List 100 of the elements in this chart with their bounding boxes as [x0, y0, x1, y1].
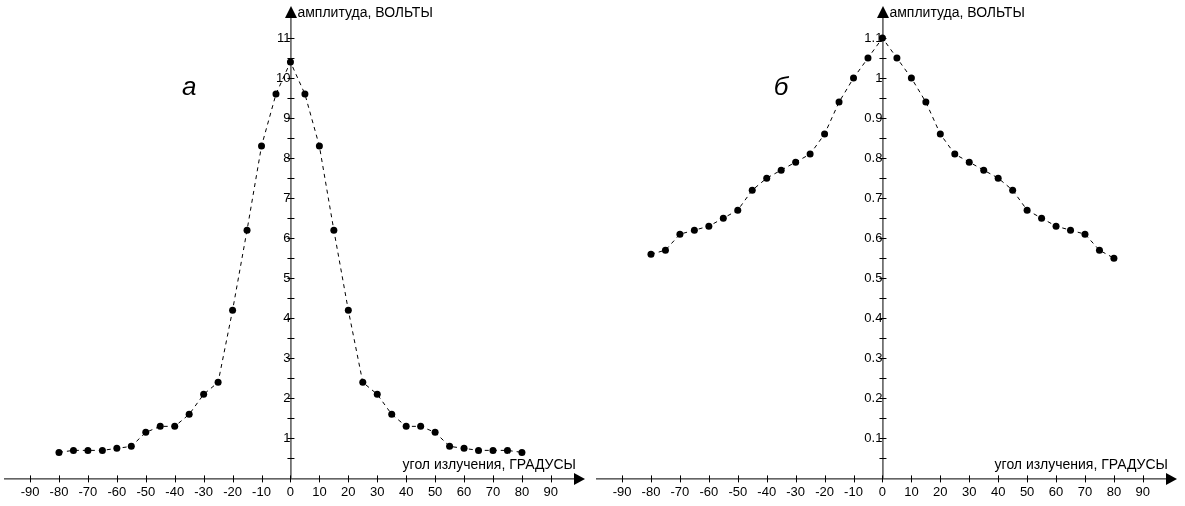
point — [258, 142, 266, 150]
point — [763, 174, 771, 182]
point — [142, 428, 150, 436]
point — [922, 98, 930, 106]
point — [748, 186, 756, 194]
point — [503, 446, 511, 454]
x-tick-label: -20 — [815, 483, 834, 499]
point — [893, 54, 901, 62]
point — [850, 74, 858, 82]
point — [980, 166, 988, 174]
point — [98, 446, 106, 454]
y-tick-label: 0.3 — [864, 349, 883, 365]
x-tick-label: 40 — [990, 483, 1006, 499]
point — [344, 306, 352, 314]
y-tick-label: 0.2 — [864, 389, 883, 405]
y-tick-label: 0.8 — [864, 149, 883, 165]
x-tick-label: -80 — [49, 483, 69, 499]
point — [792, 158, 800, 166]
y-tick-label: 0.5 — [864, 269, 883, 285]
y-tick-label: 1 — [283, 429, 291, 445]
point — [1038, 214, 1046, 222]
point — [171, 422, 179, 430]
point — [719, 214, 727, 222]
y-tick-label: 1 — [875, 69, 883, 85]
y-tick-label: 11 — [276, 29, 291, 45]
point — [806, 150, 814, 158]
point — [661, 246, 669, 254]
point — [951, 150, 959, 158]
point — [690, 226, 698, 234]
x-tick-label: -60 — [699, 483, 719, 499]
point — [127, 442, 135, 450]
point — [1095, 246, 1103, 254]
point — [518, 448, 526, 456]
y-tick-label: 5 — [283, 269, 291, 285]
point — [113, 444, 121, 452]
x-tick-label: 50 — [1019, 483, 1035, 499]
x-tick-label: 90 — [543, 483, 559, 499]
point — [431, 428, 439, 436]
x-axis-title: угол излучения, ГРАДУСЫ — [402, 456, 576, 473]
x-tick-label: -30 — [786, 483, 806, 499]
x-axis-title: угол излучения, ГРАДУСЫ — [994, 456, 1168, 473]
x-tick-label: 80 — [514, 483, 530, 499]
point — [936, 130, 944, 138]
point — [243, 226, 251, 234]
point — [446, 442, 454, 450]
x-tick-label: -30 — [194, 483, 214, 499]
point — [994, 174, 1002, 182]
x-tick-label: -20 — [223, 483, 242, 499]
y-tick-label: 0.4 — [864, 309, 883, 325]
x-tick-label: 30 — [962, 483, 977, 499]
point — [864, 54, 872, 62]
point — [69, 446, 77, 454]
point — [315, 142, 323, 150]
x-tick-label: -50 — [136, 483, 156, 499]
x-tick-label: -90 — [612, 483, 632, 499]
point — [1009, 186, 1017, 194]
x-tick-label: -70 — [78, 483, 98, 499]
point — [460, 444, 468, 452]
point — [185, 410, 193, 418]
point — [965, 158, 973, 166]
x-tick-label: 20 — [933, 483, 948, 499]
point — [647, 250, 655, 258]
text: б — [773, 71, 790, 102]
x-tick-label: 0 — [286, 483, 295, 499]
x-tick-label: 60 — [456, 483, 472, 499]
x-tick-label: -40 — [757, 483, 777, 499]
y-axis-title: амплитуда, ВОЛЬТЫ — [297, 3, 433, 20]
y-tick-label: 0.7 — [864, 189, 883, 205]
point — [1081, 230, 1089, 238]
point — [417, 422, 425, 430]
point — [1110, 254, 1118, 262]
point — [229, 306, 237, 314]
point — [359, 378, 367, 386]
x-tick-label: -10 — [844, 483, 863, 499]
y-tick-label: 10 — [275, 69, 291, 85]
y-tick-label: 7 — [283, 189, 291, 205]
x-tick-label: 70 — [485, 483, 501, 499]
y-tick-label: 2 — [283, 389, 291, 405]
point — [373, 390, 381, 398]
point — [214, 378, 222, 386]
point — [55, 448, 63, 456]
y-tick-label: 0.1 — [864, 429, 883, 445]
point — [84, 446, 92, 454]
point — [330, 226, 338, 234]
point — [1052, 222, 1060, 230]
point — [835, 98, 843, 106]
point — [475, 446, 483, 454]
x-tick-label: -90 — [20, 483, 40, 499]
point — [489, 446, 497, 454]
x-tick-label: -40 — [165, 483, 185, 499]
point — [907, 74, 915, 82]
x-tick-label: -80 — [641, 483, 661, 499]
x-tick-label: 80 — [1106, 483, 1122, 499]
point — [821, 130, 829, 138]
y-tick-label: 6 — [283, 229, 291, 245]
x-tick-label: 40 — [398, 483, 414, 499]
x-tick-label: 20 — [341, 483, 356, 499]
y-tick-label: 0.6 — [864, 229, 883, 245]
x-tick-label: -70 — [670, 483, 690, 499]
point — [402, 422, 410, 430]
